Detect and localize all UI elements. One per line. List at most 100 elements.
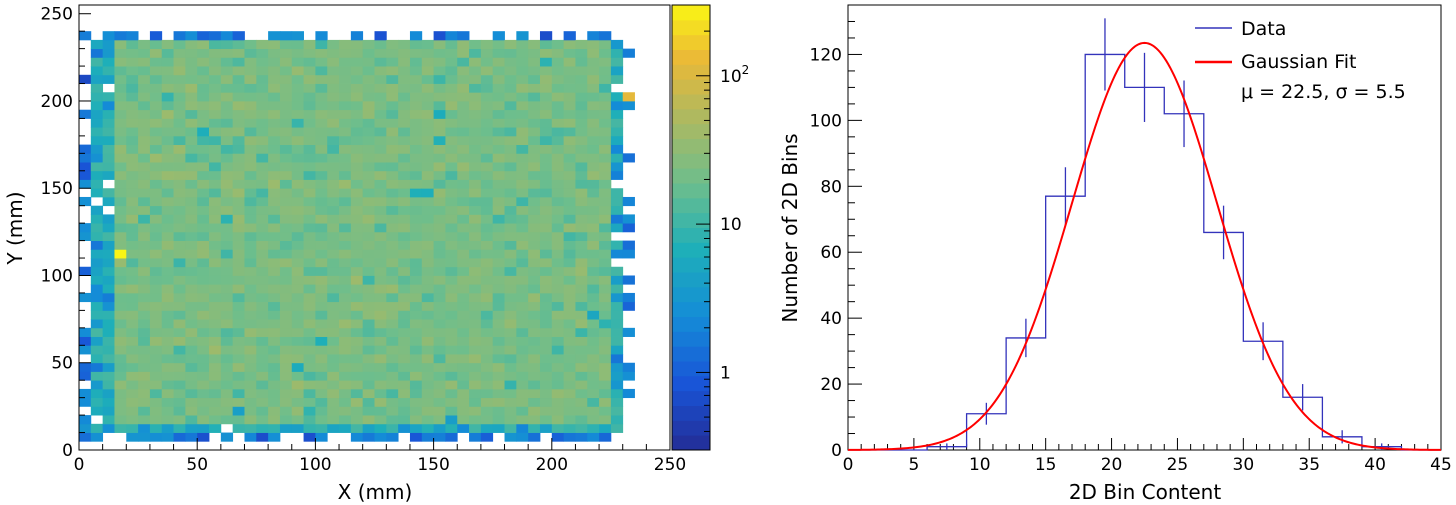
heatmap-cell: [339, 362, 352, 372]
heatmap-cell: [362, 196, 375, 207]
heatmap-cell: [90, 249, 104, 259]
heatmap-cell: [114, 240, 127, 250]
heatmap-cell: [209, 74, 222, 84]
heatmap-cell: [445, 109, 458, 119]
heatmap-cell: [492, 354, 505, 364]
heatmap-cell: [433, 371, 446, 381]
heatmap-cell: [90, 153, 104, 163]
heatmap-cell: [291, 301, 304, 311]
heatmap-cell: [268, 109, 281, 119]
heatmap-cell: [492, 240, 505, 250]
heatmap-cell: [539, 327, 553, 337]
heatmap-cell: [161, 362, 174, 372]
heatmap-cell: [409, 319, 423, 329]
heatmap-cell: [102, 275, 115, 285]
heatmap-cell: [303, 92, 316, 102]
heatmap-cell: [421, 39, 434, 50]
heatmap-cell: [161, 258, 174, 268]
heatmap-cell: [350, 118, 364, 128]
heatmap-cell: [90, 100, 104, 111]
heatmap-cell: [244, 214, 257, 224]
heatmap-cell: [504, 319, 517, 329]
heatmap-cell: [339, 223, 352, 233]
heatmap-cell: [339, 196, 352, 207]
heatmap-cell: [114, 39, 127, 50]
heatmap-cell: [138, 100, 151, 111]
heatmap-cell: [90, 380, 104, 390]
heatmap-cell: [480, 214, 494, 224]
heatmap-cell: [102, 118, 115, 128]
heatmap-cell: [256, 205, 269, 215]
heatmap-cell: [232, 188, 245, 198]
heatmap-cell: [232, 100, 245, 111]
heatmap-cell: [587, 336, 600, 346]
heatmap-cell: [185, 292, 198, 303]
heatmap-cell: [350, 170, 364, 180]
heatmap-cell: [610, 127, 624, 137]
heatmap-cell: [516, 249, 529, 259]
heatmap-cell: [599, 153, 612, 163]
heatmap-cell: [244, 188, 257, 198]
heatmap-cell: [622, 196, 635, 207]
heatmap-cell: [126, 249, 139, 259]
heatmap-cell: [421, 179, 434, 189]
heatmap-cell: [161, 92, 174, 102]
heatmap-cell: [90, 39, 104, 50]
heatmap-cell: [173, 362, 186, 372]
heatmap-cell: [528, 57, 541, 67]
heatmap-cell: [516, 188, 529, 198]
heatmap-cell: [244, 57, 257, 67]
heatmap-cell: [90, 179, 104, 189]
heatmap-cell: [268, 292, 281, 303]
heatmap-cell: [161, 231, 174, 241]
heatmap-cell: [374, 153, 387, 163]
heatmap-cell: [268, 100, 281, 111]
heatmap-cell: [445, 127, 458, 137]
heatmap-cell: [433, 127, 446, 137]
heatmap-cell: [185, 432, 198, 442]
heatmap-cell: [79, 292, 92, 303]
heatmap-cell: [374, 249, 387, 259]
heatmap-cell: [173, 423, 186, 433]
heatmap-cell: [244, 118, 257, 128]
heatmap-cell: [279, 196, 293, 207]
heatmap-cell: [291, 214, 304, 224]
heatmap-cell: [480, 423, 494, 433]
heatmap-cell: [469, 74, 482, 84]
heatmap-cell: [386, 258, 399, 268]
heatmap-cell: [197, 362, 210, 372]
heatmap-cell: [315, 275, 328, 285]
heatmap-cell: [457, 319, 470, 329]
heatmap-cell: [339, 153, 352, 163]
heatmap-cell: [244, 266, 257, 276]
heatmap-cell: [220, 57, 234, 67]
heatmap-cell: [504, 380, 517, 390]
heatmap-cell: [587, 135, 600, 146]
heatmap-cell: [539, 31, 553, 41]
heatmap-cell: [445, 301, 458, 311]
heatmap-cell: [480, 284, 494, 294]
heatmap-cell: [492, 371, 505, 381]
heatmap-cell: [102, 336, 115, 346]
heatmap-x-axis: 0 50 100 150 200 250: [74, 438, 686, 475]
heatmap-cell: [114, 48, 127, 58]
heatmap-cell: [339, 423, 352, 433]
heatmap-cell: [268, 319, 281, 329]
heatmap-cell: [362, 336, 375, 346]
heatmap-cell: [457, 310, 470, 320]
heatmap-cell: [138, 415, 151, 425]
heatmap-cell: [185, 406, 198, 416]
heatmap-cell: [504, 196, 517, 207]
heatmap-cell: [563, 292, 576, 303]
heatmap-cell: [575, 205, 588, 215]
heatmap-cell: [149, 170, 163, 180]
heatmap-cell: [398, 258, 411, 268]
heatmap-cell: [209, 397, 222, 407]
heatmap-cell: [575, 214, 588, 224]
heatmap-cell: [185, 188, 198, 198]
heatmap-cell: [610, 423, 624, 433]
heatmap-cell: [126, 423, 139, 433]
heatmap-cell: [539, 266, 553, 276]
heatmap-cell: [599, 162, 612, 172]
histogram-x-tick-label: 25: [1167, 455, 1189, 475]
